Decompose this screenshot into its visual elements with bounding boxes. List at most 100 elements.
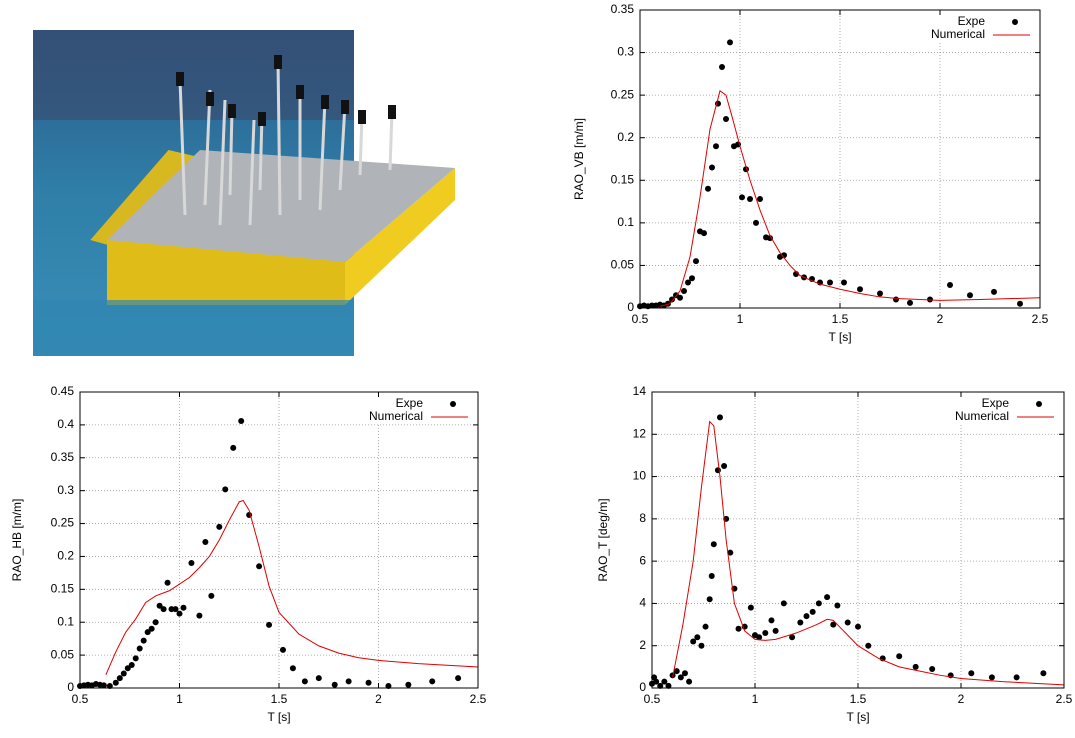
data-point bbox=[685, 279, 691, 286]
data-point bbox=[827, 279, 833, 286]
data-point bbox=[772, 627, 779, 634]
data-point bbox=[164, 579, 171, 586]
y-tick-label: 0.35 bbox=[611, 2, 635, 16]
photo bbox=[33, 30, 455, 356]
data-point bbox=[756, 634, 763, 641]
data-point bbox=[789, 634, 796, 641]
y-tick-label: 0.1 bbox=[617, 215, 634, 229]
y-tick-label: 0 bbox=[67, 680, 74, 694]
data-point bbox=[230, 444, 237, 451]
data-point bbox=[735, 625, 742, 632]
chart: 0 2 4 6 8 10 12 14 0.5 1 1.5 2 2.5 T [s] RAO_T [deg/m]… bbox=[596, 384, 1072, 724]
data-point bbox=[719, 64, 725, 71]
data-point bbox=[877, 290, 883, 297]
y-tick-label: 2 bbox=[639, 638, 646, 652]
data-point bbox=[365, 679, 372, 686]
data-point bbox=[706, 596, 713, 603]
data-point bbox=[803, 613, 810, 620]
data-point bbox=[405, 681, 412, 688]
data-point bbox=[266, 621, 273, 628]
data-point bbox=[912, 663, 919, 670]
y-tick-label: 0.45 bbox=[51, 384, 75, 398]
data-point bbox=[669, 296, 675, 303]
legend-background bbox=[905, 15, 1035, 29]
data-point bbox=[677, 294, 683, 301]
y-tick-label: 0.3 bbox=[57, 483, 74, 497]
data-point bbox=[128, 661, 135, 668]
y-tick-label: 12 bbox=[633, 426, 647, 440]
chart: 0 0.05 0.1 0.15 0.2 0.25 0.3 0.35 0.4 0.45 0.5 1 1.5… bbox=[10, 384, 486, 724]
data-point bbox=[116, 675, 123, 682]
x-tick-label: 2 bbox=[375, 692, 382, 706]
data-point bbox=[148, 625, 155, 632]
legend-label: Expe bbox=[396, 396, 424, 410]
plot-frame bbox=[651, 391, 1065, 689]
data-point bbox=[429, 678, 436, 685]
data-point bbox=[176, 610, 183, 617]
y-tick-label: 10 bbox=[633, 469, 647, 483]
data-point bbox=[693, 258, 699, 265]
data-point bbox=[844, 619, 851, 626]
y-tick-label: 14 bbox=[633, 384, 647, 398]
y-tick-label: 0.1 bbox=[57, 614, 74, 628]
y-tick-label: 8 bbox=[639, 511, 646, 525]
data-point bbox=[124, 665, 131, 672]
data-point bbox=[723, 115, 729, 122]
x-tick-label: 2.5 bbox=[1032, 312, 1049, 326]
data-point bbox=[1040, 670, 1047, 677]
data-point bbox=[331, 681, 338, 688]
data-point bbox=[768, 617, 775, 624]
data-point bbox=[727, 39, 733, 46]
y-tick-label: 0.2 bbox=[57, 549, 74, 563]
data-point bbox=[132, 655, 139, 662]
data-point bbox=[834, 602, 841, 609]
x-tick-label: 1.5 bbox=[850, 692, 867, 706]
data-point bbox=[757, 196, 763, 203]
data-point bbox=[947, 282, 953, 289]
y-tick-label: 6 bbox=[639, 553, 646, 567]
data-point bbox=[747, 604, 754, 611]
data-point bbox=[824, 594, 831, 601]
data-point bbox=[112, 679, 119, 686]
data-point bbox=[701, 230, 707, 237]
data-point bbox=[202, 538, 209, 545]
data-point bbox=[721, 463, 728, 469]
y-tick-label: 0.25 bbox=[611, 87, 635, 101]
data-point bbox=[152, 619, 159, 626]
y-axis-label: RAO_VB [m/m] bbox=[572, 118, 586, 200]
y-axis-label: RAO_HB [m/m] bbox=[10, 499, 24, 582]
legend-label: Expe bbox=[982, 396, 1010, 410]
data-point bbox=[455, 675, 462, 682]
legend-background bbox=[343, 410, 473, 424]
legend-marker bbox=[450, 401, 456, 407]
data-point bbox=[714, 467, 721, 474]
x-tick-label: 2 bbox=[958, 692, 965, 706]
data-point bbox=[653, 678, 660, 685]
y-tick-label: 0 bbox=[639, 680, 646, 694]
data-point bbox=[907, 299, 913, 306]
data-point bbox=[144, 629, 151, 636]
data-point bbox=[797, 619, 804, 626]
data-line bbox=[672, 420, 1065, 686]
data-point bbox=[855, 623, 861, 630]
x-tick-label: 2 bbox=[937, 312, 944, 326]
data-line bbox=[105, 499, 479, 676]
legend-background bbox=[929, 410, 1059, 424]
data-point bbox=[708, 572, 715, 579]
data-point bbox=[694, 634, 701, 641]
y-tick-label: 0.05 bbox=[611, 258, 635, 272]
chart: 0 0.05 0.1 0.15 0.2 0.25 0.3 0.35 0.5 1 1.5 2 2.5 T [… bbox=[572, 2, 1048, 344]
data-point bbox=[196, 612, 203, 619]
data-point bbox=[865, 642, 872, 649]
data-point bbox=[657, 682, 664, 689]
data-point bbox=[710, 541, 717, 548]
data-point bbox=[690, 638, 697, 645]
legend-label: Numerical bbox=[369, 409, 423, 423]
data-point bbox=[809, 608, 816, 615]
data-point bbox=[681, 287, 687, 294]
data-point bbox=[762, 630, 769, 637]
data-point bbox=[140, 637, 147, 644]
data-point bbox=[120, 670, 127, 677]
data-point bbox=[702, 623, 709, 630]
